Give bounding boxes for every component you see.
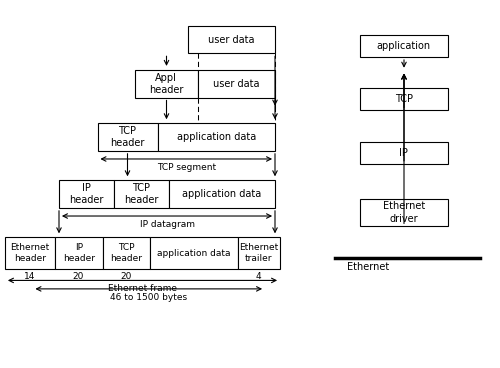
Text: application data: application data — [157, 248, 230, 258]
Text: application data: application data — [182, 189, 262, 199]
Bar — [238, 237, 280, 269]
Bar — [360, 142, 448, 164]
Text: application data: application data — [176, 132, 256, 142]
Text: 4: 4 — [256, 272, 262, 281]
Text: 20: 20 — [120, 272, 132, 281]
Bar — [188, 26, 275, 53]
Text: TCP
header: TCP header — [124, 183, 158, 205]
Text: user data: user data — [208, 35, 254, 45]
Text: Ethernet
header: Ethernet header — [10, 243, 50, 263]
Bar — [114, 180, 169, 208]
Text: Ethernet: Ethernet — [348, 262, 390, 272]
Bar — [169, 180, 275, 208]
Bar — [55, 237, 102, 269]
Bar — [360, 199, 448, 226]
Text: IP
header: IP header — [63, 243, 95, 263]
Bar — [5, 237, 55, 269]
Text: Appl
header: Appl header — [149, 72, 184, 95]
Text: IP datagram: IP datagram — [140, 220, 194, 229]
Bar — [59, 180, 114, 208]
Text: TCP
header: TCP header — [110, 243, 142, 263]
Text: IP
header: IP header — [70, 183, 103, 205]
Bar — [198, 70, 275, 98]
Text: IP: IP — [400, 148, 408, 158]
Bar — [360, 35, 448, 57]
Bar — [98, 123, 158, 151]
Text: 20: 20 — [73, 272, 84, 281]
Text: application: application — [376, 41, 431, 51]
Text: TCP: TCP — [395, 94, 413, 105]
Text: 46 to 1500 bytes: 46 to 1500 bytes — [110, 293, 188, 301]
Text: 14: 14 — [24, 272, 36, 281]
Text: Ethernet
driver: Ethernet driver — [382, 201, 425, 224]
Bar — [135, 70, 198, 98]
Bar — [102, 237, 150, 269]
Text: TCP segment: TCP segment — [156, 163, 216, 171]
Text: Ethernet frame: Ethernet frame — [108, 284, 177, 293]
Bar — [150, 237, 238, 269]
Text: user data: user data — [213, 79, 260, 89]
Text: Ethernet
trailer: Ethernet trailer — [239, 243, 279, 263]
Bar — [360, 88, 448, 110]
Bar — [158, 123, 275, 151]
Text: TCP
header: TCP header — [110, 126, 144, 148]
